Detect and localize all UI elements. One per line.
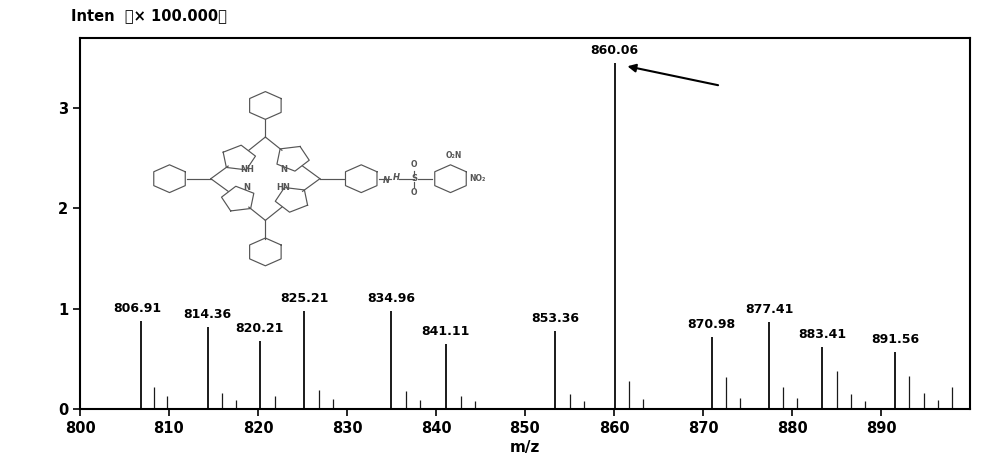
Text: 877.41: 877.41 [745, 303, 793, 315]
Text: 834.96: 834.96 [367, 291, 415, 305]
Text: 883.41: 883.41 [798, 328, 846, 341]
Text: 860.06: 860.06 [590, 44, 639, 57]
Text: 841.11: 841.11 [422, 325, 470, 337]
Text: 853.36: 853.36 [531, 312, 579, 325]
Text: 814.36: 814.36 [184, 307, 232, 321]
Text: 891.56: 891.56 [871, 333, 919, 345]
Text: Inten  （× 100.000）: Inten （× 100.000） [71, 8, 227, 23]
Text: 820.21: 820.21 [236, 321, 284, 335]
Text: 870.98: 870.98 [688, 318, 736, 330]
Text: 806.91: 806.91 [113, 302, 161, 314]
Text: 825.21: 825.21 [280, 291, 329, 305]
X-axis label: m/z: m/z [510, 440, 540, 455]
